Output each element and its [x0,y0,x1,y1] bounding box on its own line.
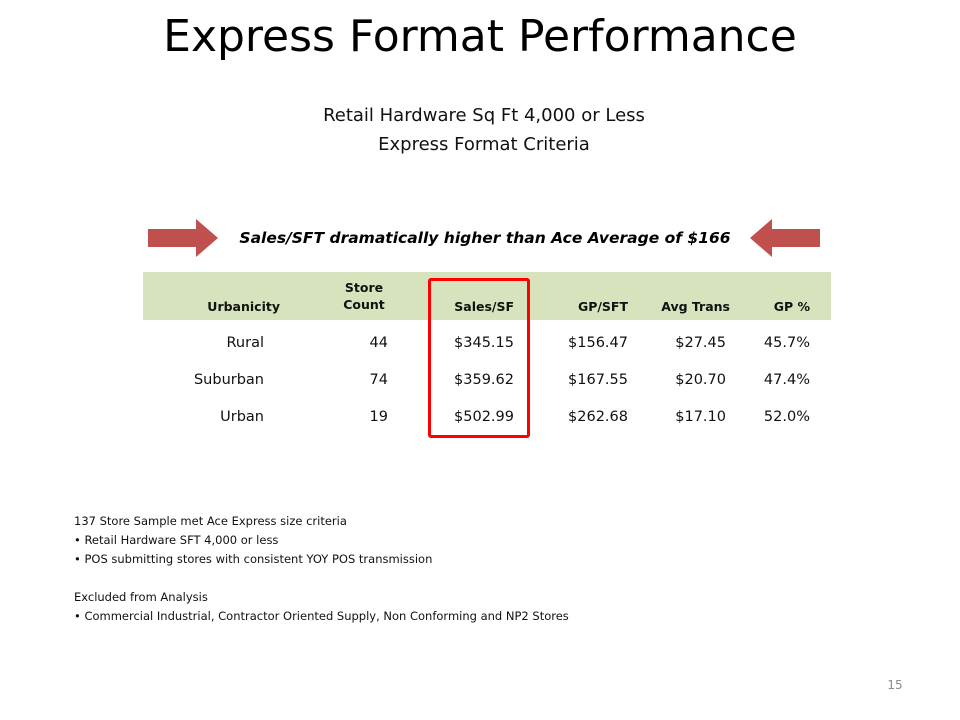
arrow-left-icon [750,219,820,257]
cell-gp-sft: $156.47 [568,335,628,351]
cell-sales-sf: $345.15 [454,335,514,351]
highlight-callout: Sales/SFT dramatically higher than Ace A… [239,229,731,247]
cell-urbanicity: Suburban [193,372,264,388]
arrow-right-icon [148,219,218,257]
cell-gp-sft: $262.68 [568,409,628,425]
subtitle-size: Retail Hardware Sq Ft 4,000 or Less [323,105,645,126]
cell-store-count: 19 [369,409,388,425]
header-gp-pct: GP % [773,299,810,314]
bullet-text: Commercial Industrial, Contractor Orient… [84,609,569,623]
bullet-text: Retail Hardware SFT 4,000 or less [84,533,279,547]
slide-title: Express Format Performance [163,11,797,62]
cell-sales-sf: $502.99 [454,409,514,425]
header-urbanicity: Urbanicity [207,299,280,314]
sample-heading: 137 Store Sample met Ace Express size cr… [74,514,347,528]
cell-gp-pct: 47.4% [763,372,810,388]
cell-gp-pct: 52.0% [763,409,810,425]
cell-urbanicity: Urban [220,409,264,425]
excluded-heading: Excluded from Analysis [74,590,208,604]
cell-avg-trans: $17.10 [675,409,726,425]
cell-avg-trans: $27.45 [675,335,726,351]
cell-avg-trans: $20.70 [675,372,726,388]
header-gp-sft: GP/SFT [577,299,628,314]
cell-gp-sft: $167.55 [568,372,628,388]
cell-store-count: 44 [369,335,388,351]
bullet-text: POS submitting stores with consistent YO… [84,552,433,566]
cell-urbanicity: Rural [226,335,265,351]
cell-sales-sf: $359.62 [454,372,514,388]
list-item: • Retail Hardware SFT 4,000 or less [74,533,279,547]
page-number: 15 [887,678,903,692]
header-store: Store [344,280,384,295]
sales-sf-highlight-box [428,278,530,438]
header-count: Count [343,297,385,312]
header-avg-trans: Avg Trans [661,299,730,314]
cell-gp-pct: 45.7% [763,335,810,351]
subtitle-criteria: Express Format Criteria [378,134,590,155]
cell-store-count: 74 [369,372,388,388]
list-item: • Commercial Industrial, Contractor Orie… [74,609,569,623]
list-item: • POS submitting stores with consistent … [74,552,433,566]
header-sales-sf: Sales/SF [454,299,514,314]
notes-section: 137 Store Sample met Ace Express size cr… [74,512,569,626]
